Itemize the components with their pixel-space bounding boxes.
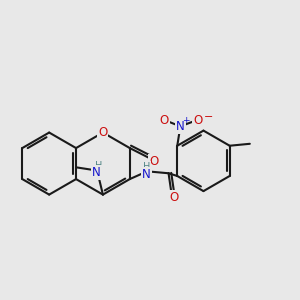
Text: H: H <box>95 160 103 170</box>
Text: +: + <box>182 116 190 124</box>
Text: O: O <box>169 191 178 204</box>
Text: N: N <box>142 168 151 181</box>
Text: −: − <box>204 112 213 122</box>
Text: H: H <box>143 162 150 172</box>
Text: N: N <box>176 120 185 133</box>
Text: O: O <box>193 114 203 127</box>
Text: N: N <box>92 167 101 179</box>
Text: O: O <box>98 126 107 139</box>
Text: O: O <box>149 155 158 168</box>
Text: O: O <box>160 114 169 127</box>
